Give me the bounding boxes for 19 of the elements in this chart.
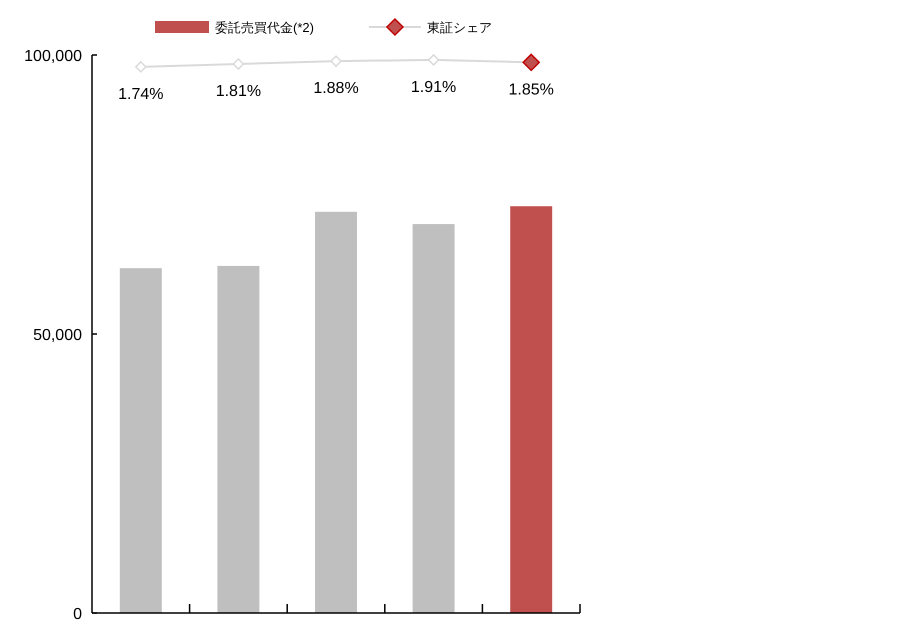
point: [330, 55, 342, 67]
point: [135, 61, 147, 73]
bar: [510, 206, 552, 613]
point: [232, 58, 244, 70]
data-label: 1.74%: [118, 86, 164, 103]
point: [428, 54, 440, 66]
y-tick-label: 0: [73, 606, 82, 622]
legend-label: 委託売買代金(*2): [215, 20, 314, 35]
bar: [412, 224, 455, 613]
legend-label: 東証シェア: [426, 20, 492, 35]
data-label: 1.88%: [313, 80, 359, 98]
data-label: 1.85%: [508, 81, 554, 98]
y-tick-label: 50,000: [33, 327, 82, 344]
bar: [120, 268, 162, 613]
y-tick-label: 100,000: [24, 48, 82, 65]
bar: [217, 266, 260, 613]
data-label: 1.81%: [216, 83, 262, 100]
data-label: 1.91%: [410, 78, 456, 96]
bar: [315, 212, 357, 613]
